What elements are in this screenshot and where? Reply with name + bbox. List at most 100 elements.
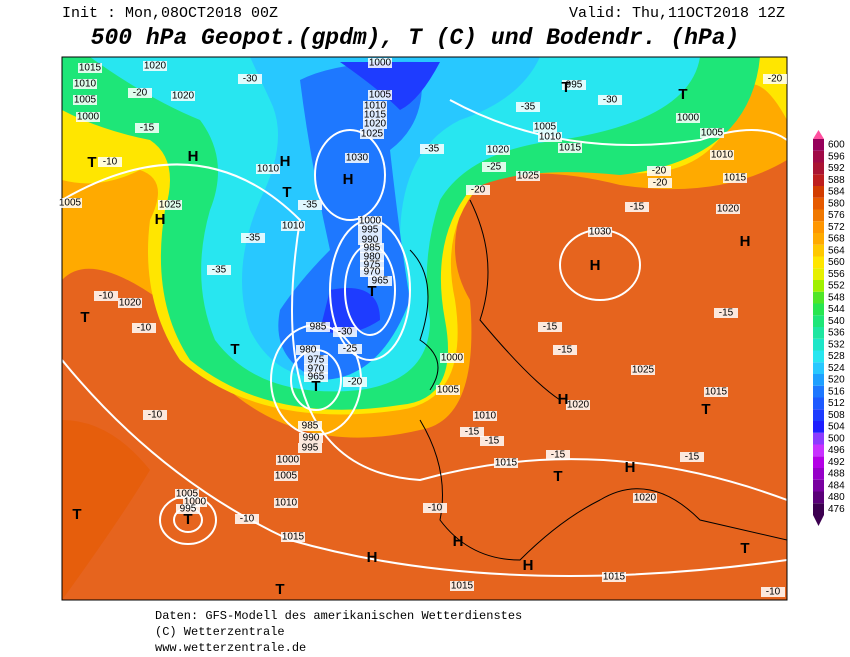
label-box: [716, 204, 740, 214]
label-box: [680, 452, 704, 462]
contour-label: 980: [364, 252, 381, 263]
contour-label: -15: [485, 436, 500, 447]
label-box: [647, 166, 671, 176]
footer-url: www.wetterzentrale.de: [155, 641, 306, 655]
pressure-center: H: [155, 211, 166, 228]
contour-label: -15: [719, 308, 734, 319]
colorbar-swatch: [813, 233, 824, 245]
label-box: [562, 80, 586, 90]
label-box: [588, 227, 612, 237]
pressure-center: H: [280, 153, 291, 170]
contour-label: 975: [364, 260, 381, 271]
contour-label: -15: [465, 427, 480, 438]
contour-label: 1005: [59, 198, 82, 209]
contour-label: 965: [308, 372, 325, 383]
colorbar-label: 556: [828, 269, 845, 280]
colorbar-label: 496: [828, 445, 845, 456]
colorbar-label: 572: [828, 222, 845, 233]
coastlines: [409, 199, 787, 561]
label-box: [558, 143, 582, 153]
contour-label: -30: [338, 327, 353, 338]
colorbar-label: 480: [828, 492, 845, 503]
colorbar-swatch: [813, 162, 824, 175]
label-box: [363, 110, 387, 120]
footer-copyright: (C) Wetterzentrale: [155, 625, 285, 639]
contour-label: 1020: [487, 145, 510, 156]
label-box: [486, 145, 510, 155]
colorbar-label: 536: [828, 328, 845, 339]
contour-label: 1020: [567, 400, 590, 411]
label-box: [281, 532, 305, 542]
colorbar-swatch: [813, 421, 824, 433]
contour-label: -10: [137, 323, 152, 334]
label-box: [633, 493, 657, 503]
colorbar-label: 568: [828, 234, 845, 245]
label-box: [450, 581, 474, 591]
label-box: [338, 344, 362, 354]
label-box: [566, 400, 590, 410]
contour-label: 1025: [517, 171, 540, 182]
contour-label: -10: [103, 157, 118, 168]
colorbar-label: 500: [828, 433, 845, 444]
pressure-center: H: [625, 459, 636, 476]
label-box: [118, 298, 142, 308]
contour-label: 985: [310, 322, 327, 333]
label-box: [533, 122, 557, 132]
colorbar-swatch: [813, 385, 824, 398]
label-box: [304, 364, 328, 374]
label-box: [241, 233, 265, 243]
label-box: [460, 427, 484, 437]
contour-label: 1005: [534, 122, 557, 133]
pressure-center: T: [701, 401, 710, 418]
label-box: [76, 112, 100, 122]
label-box: [304, 355, 328, 365]
contour-label: -35: [521, 102, 536, 113]
colorbar-swatch: [813, 280, 824, 292]
colorbar-swatch: [813, 444, 824, 457]
colorbar-label: 584: [828, 187, 845, 198]
contour-label: -30: [243, 74, 258, 85]
label-box: [602, 572, 626, 582]
contour-label: 995: [302, 443, 319, 454]
contour-label: 1000: [369, 58, 392, 69]
colorbar-swatch: [813, 409, 824, 421]
contour-label: -20: [652, 166, 667, 177]
contour-label: -15: [630, 202, 645, 213]
label-box: [132, 323, 156, 333]
label-box: [343, 377, 367, 387]
label-box: [710, 150, 734, 160]
map-frame: [61, 56, 788, 601]
contour-label: -20: [133, 88, 148, 99]
valid-time: Valid: Thu,11OCT2018 12Z: [569, 5, 785, 22]
label-box: [473, 411, 497, 421]
label-box: [128, 88, 152, 98]
label-box: [135, 123, 159, 133]
contour-label: -15: [558, 345, 573, 356]
contour-label: 1015: [451, 581, 474, 592]
colorbar-swatch: [813, 338, 824, 351]
colorbar-label: 600: [828, 140, 845, 151]
colorbar-label: 544: [828, 304, 845, 315]
contour-label: -30: [603, 95, 618, 106]
label-box: [274, 498, 298, 508]
contour-label: 1015: [724, 173, 747, 184]
contour-label: 965: [372, 276, 389, 287]
contour-label: -15: [543, 322, 558, 333]
colorbar-swatch: [813, 139, 824, 151]
colorbar-label: 520: [828, 375, 845, 386]
label-box: [368, 90, 392, 100]
label-box: [281, 221, 305, 231]
pressure-center: T: [282, 184, 291, 201]
colorbar-label: 580: [828, 198, 845, 209]
label-box: [358, 235, 382, 245]
contour-label: 1030: [589, 227, 612, 238]
label-box: [158, 200, 182, 210]
colorbar-swatch: [813, 174, 824, 186]
contour-label: 985: [364, 243, 381, 254]
contour-label: -15: [685, 452, 700, 463]
colorbar-swatch: [813, 456, 824, 468]
colorbar-swatch: [813, 197, 824, 210]
label-box: [368, 58, 392, 68]
colorbar-swatch: [813, 491, 824, 504]
